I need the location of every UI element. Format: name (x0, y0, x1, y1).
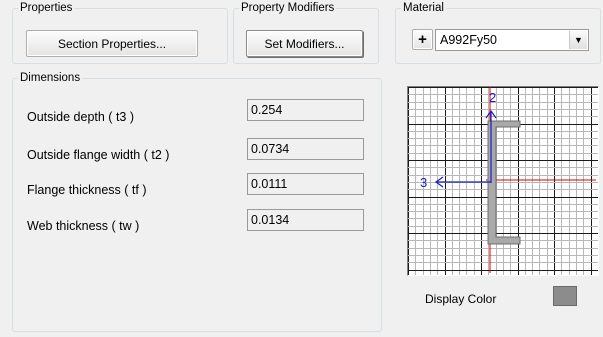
section-preview: 2 3 (407, 86, 599, 276)
outside-flange-width-field[interactable]: 0.0734 (247, 138, 364, 160)
channel-section-shape (487, 120, 521, 245)
display-color-swatch[interactable] (553, 286, 577, 306)
outside-flange-width-label: Outside flange width ( t2 ) (27, 148, 170, 162)
axis-3-label: 3 (420, 175, 427, 190)
property-modifiers-group: Property Modifiers (233, 1, 379, 64)
properties-group: Properties (12, 1, 228, 64)
add-material-button[interactable]: + (412, 29, 433, 50)
material-select-value: A992Fy50 (440, 33, 497, 47)
dimensions-legend: Dimensions (18, 71, 83, 85)
outside-depth-label: Outside depth ( t3 ) (27, 110, 135, 124)
flange-thickness-field[interactable]: 0.0111 (247, 173, 364, 195)
web-thickness-field[interactable]: 0.0134 (247, 209, 364, 231)
outside-depth-field[interactable]: 0.254 (247, 99, 364, 121)
set-modifiers-button[interactable]: Set Modifiers... (246, 30, 363, 57)
material-legend: Material (401, 1, 446, 15)
vertical-arrowhead-icon (485, 109, 497, 119)
axis-2-label: 2 (489, 90, 496, 105)
dimensions-group: Dimensions (12, 71, 382, 332)
section-properties-button[interactable]: Section Properties... (26, 30, 198, 57)
material-group: Material (395, 1, 601, 64)
display-color-label: Display Color (425, 292, 497, 306)
preview-grid (408, 87, 598, 275)
property-modifiers-legend: Property Modifiers (239, 1, 337, 15)
material-select[interactable]: A992Fy50 ▼ (435, 29, 589, 51)
flange-thickness-label: Flange thickness ( tf ) (27, 183, 147, 197)
section-preview-canvas: 2 3 (408, 87, 598, 275)
horizontal-arrowhead-icon (434, 176, 444, 188)
web-thickness-label: Web thickness ( tw ) (27, 219, 140, 233)
chevron-down-icon[interactable]: ▼ (569, 31, 587, 49)
properties-legend: Properties (18, 1, 75, 15)
